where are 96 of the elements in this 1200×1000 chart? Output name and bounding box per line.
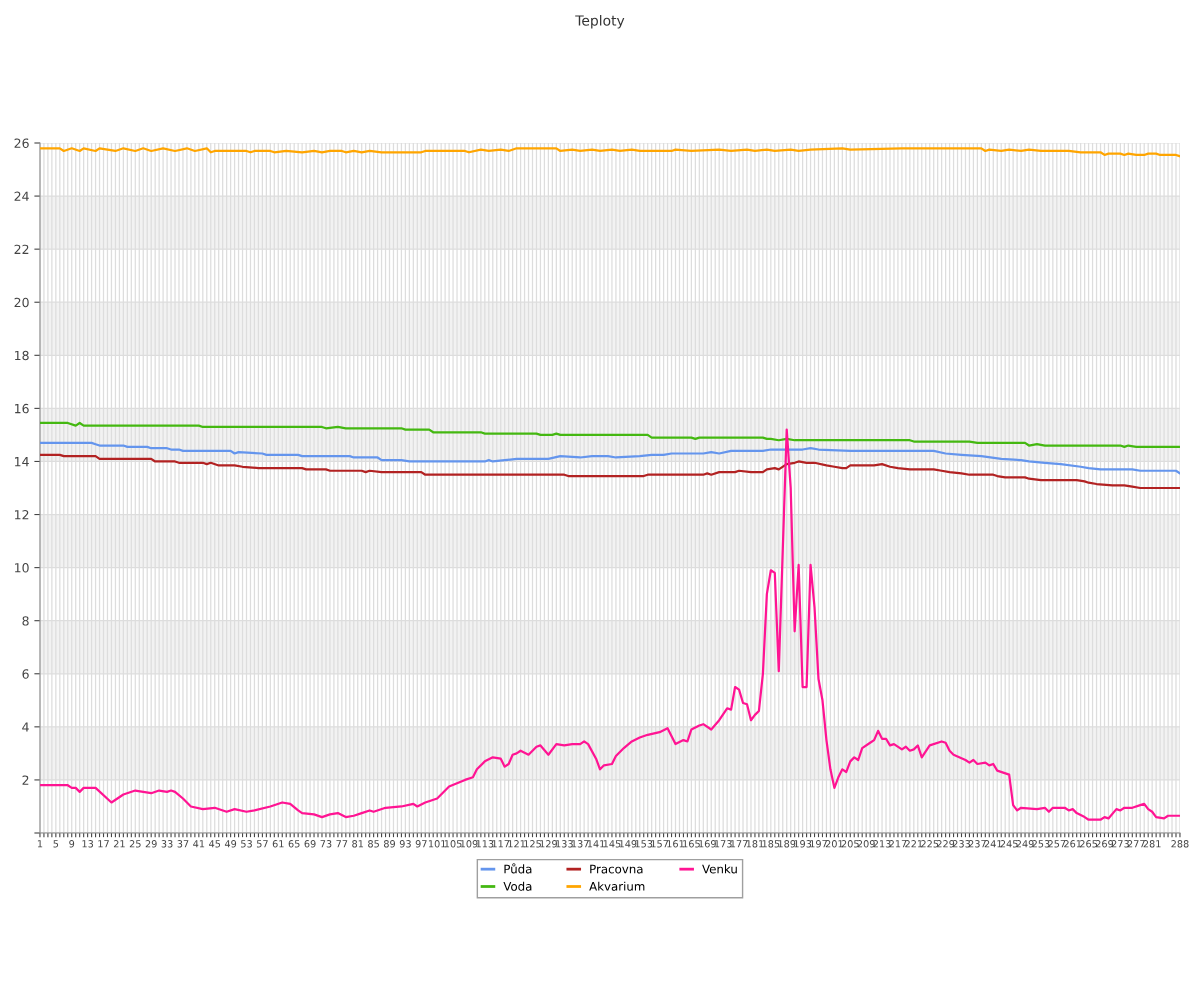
x-tick-label: 37	[177, 840, 189, 848]
y-tick-label: 18	[15, 350, 29, 361]
x-tick-label: 33	[161, 840, 173, 848]
x-tick-label: 81	[352, 840, 364, 848]
x-tick-label: 13	[82, 840, 94, 848]
x-tick-label: 217	[889, 840, 907, 848]
line-series	[39, 441, 1180, 475]
y-tick-label: 14	[15, 457, 29, 467]
x-tick-label: 209	[857, 840, 875, 848]
x-tick-label: 153	[635, 840, 653, 848]
y-tick-label: 24	[14, 191, 29, 201]
x-tick-label: 101	[428, 840, 446, 848]
y-tick-label: 26	[14, 138, 29, 148]
line-series	[39, 428, 1180, 821]
x-tick-label: 173	[714, 840, 732, 848]
x-tick-label: 97	[415, 840, 427, 848]
x-tick-label: 49	[224, 840, 237, 848]
x-tick-label: 73	[320, 840, 332, 848]
x-tick-label: 181	[746, 840, 764, 848]
x-tick-label: 77	[336, 840, 348, 848]
line-series	[39, 453, 1180, 490]
x-tick-label: 85	[368, 840, 379, 848]
x-tick-label: 61	[272, 840, 284, 848]
y-tick-label: 8	[22, 616, 29, 626]
x-tick-label: 221	[905, 840, 923, 848]
x-tick-label: 241	[984, 840, 1002, 848]
x-tick-label: 149	[619, 840, 637, 848]
x-tick-label: 89	[383, 840, 396, 848]
x-tick-label: 157	[651, 840, 669, 848]
x-tick-label: 125	[524, 840, 541, 848]
x-tick-label: 145	[603, 840, 621, 848]
x-tick-label: 213	[873, 840, 891, 848]
x-tick-label: 277	[1127, 840, 1145, 848]
y-tick-label: 4	[22, 722, 29, 732]
x-tick-label: 93	[399, 840, 411, 848]
x-tick-label: 129	[540, 840, 557, 848]
x-tick-label: 193	[794, 840, 812, 848]
x-tick-label: 29	[145, 840, 157, 848]
x-tick-label: 233	[952, 840, 970, 848]
x-tick-label: 133	[556, 840, 573, 848]
x-tick-label: 281	[1143, 840, 1161, 848]
x-tick-label: 237	[968, 840, 986, 848]
x-tick-label: 57	[256, 840, 268, 848]
y-tick-label: 20	[14, 297, 29, 308]
x-tick-label: 185	[762, 840, 780, 848]
line-series	[39, 421, 1180, 448]
x-tick-label: 105	[444, 840, 462, 848]
x-tick-label: 253	[1032, 840, 1050, 848]
x-tick-label: 205	[841, 840, 859, 848]
x-tick-label: 265	[1080, 840, 1098, 848]
y-tick-label: 10	[15, 563, 29, 573]
chart-title: Teploty	[575, 15, 625, 29]
y-tick-label: 16	[15, 403, 29, 414]
x-tick-label: 165	[683, 840, 700, 848]
y-tick-label: 12	[15, 510, 29, 520]
x-tick-label: 189	[778, 840, 796, 848]
x-tick-label: 41	[193, 840, 205, 848]
x-tick-label: 245	[1000, 840, 1018, 848]
x-tick-label: 169	[699, 840, 716, 848]
x-tick-label: 261	[1064, 840, 1082, 848]
x-tick-label: 109	[460, 840, 478, 848]
x-tick-label: 257	[1048, 840, 1066, 848]
legend-label: Pracovna	[590, 864, 643, 874]
x-tick-label: 117	[492, 840, 510, 848]
x-tick-label: 177	[730, 840, 748, 848]
x-tick-label: 121	[508, 840, 525, 848]
x-tick-label: 141	[587, 840, 605, 848]
x-tick-label: 137	[571, 840, 589, 848]
x-tick-label: 65	[288, 840, 300, 848]
x-tick-label: 273	[1111, 840, 1129, 848]
x-tick-label: 225	[921, 840, 939, 848]
x-tick-label: 25	[129, 840, 141, 848]
x-tick-label: 17	[98, 840, 109, 848]
y-tick-label: 22	[14, 244, 29, 254]
x-tick-label: 288	[1171, 840, 1189, 848]
x-tick-label: 69	[304, 840, 316, 848]
x-tick-label: 201	[825, 840, 843, 848]
x-tick-label: 197	[810, 840, 827, 848]
legend-label: Venku	[702, 864, 737, 874]
y-tick-label: 2	[22, 775, 29, 785]
x-tick-label: 1	[37, 840, 43, 848]
x-tick-label: 45	[209, 840, 221, 848]
legend-label: Akvarium	[589, 881, 645, 891]
x-tick-label: 9	[69, 840, 75, 848]
x-tick-label: 161	[667, 840, 684, 848]
x-tick-label: 113	[476, 840, 494, 848]
x-tick-label: 5	[53, 840, 59, 848]
x-tick-label: 21	[113, 840, 125, 848]
x-tick-label: 269	[1095, 840, 1114, 848]
x-tick-label: 249	[1016, 840, 1034, 848]
legend-label: Půda	[504, 863, 532, 874]
line-series	[39, 147, 1180, 158]
legend-label: Voda	[503, 881, 532, 891]
x-tick-label: 229	[937, 840, 955, 848]
y-tick-label: 6	[22, 669, 29, 679]
x-tick-label: 53	[241, 840, 252, 848]
